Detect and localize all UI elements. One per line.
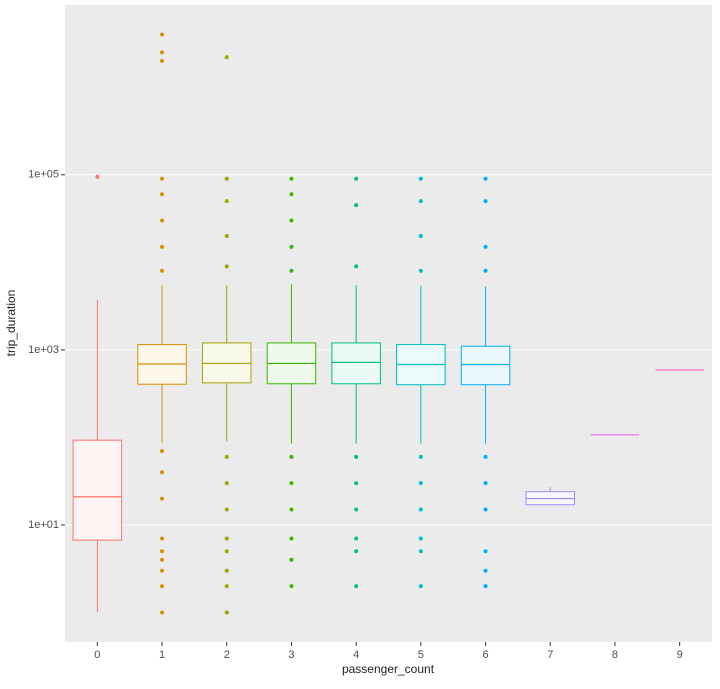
outlier bbox=[289, 192, 294, 197]
outlier bbox=[354, 264, 359, 269]
box-tint bbox=[461, 346, 510, 385]
x-tick-label: 6 bbox=[482, 649, 488, 661]
outlier bbox=[354, 454, 359, 459]
outlier bbox=[224, 610, 229, 615]
outlier bbox=[224, 568, 229, 573]
outlier bbox=[418, 454, 423, 459]
y-tick-label: 1e+05 bbox=[28, 169, 59, 181]
outlier bbox=[160, 192, 165, 197]
x-tick-label: 0 bbox=[94, 649, 100, 661]
outlier bbox=[160, 549, 165, 554]
outlier bbox=[160, 244, 165, 249]
outlier bbox=[160, 536, 165, 541]
outlier bbox=[160, 557, 165, 562]
x-tick-label: 8 bbox=[612, 649, 618, 661]
outlier bbox=[289, 557, 294, 562]
outlier bbox=[160, 584, 165, 589]
outlier bbox=[483, 507, 488, 512]
box bbox=[72, 439, 123, 541]
outlier bbox=[160, 448, 165, 453]
outlier bbox=[160, 568, 165, 573]
outlier bbox=[354, 549, 359, 554]
outlier bbox=[224, 176, 229, 181]
outlier bbox=[289, 584, 294, 589]
outlier bbox=[418, 233, 423, 238]
outlier bbox=[289, 507, 294, 512]
outlier bbox=[224, 199, 229, 204]
y-tick-label: 1e+03 bbox=[28, 344, 59, 356]
outlier bbox=[418, 176, 423, 181]
outlier bbox=[483, 268, 488, 273]
outlier bbox=[160, 218, 165, 223]
y-axis-title: trip_duration bbox=[4, 290, 18, 357]
outlier bbox=[224, 536, 229, 541]
outlier bbox=[224, 481, 229, 486]
outlier bbox=[160, 470, 165, 475]
outlier bbox=[483, 199, 488, 204]
box bbox=[331, 342, 381, 385]
outlier bbox=[483, 481, 488, 486]
outlier bbox=[418, 549, 423, 554]
outlier bbox=[224, 264, 229, 269]
x-tick-label: 9 bbox=[677, 649, 683, 661]
outlier bbox=[160, 50, 165, 55]
x-tick-label: 2 bbox=[224, 649, 230, 661]
box bbox=[460, 345, 511, 386]
outlier bbox=[160, 496, 165, 501]
x-tick-label: 7 bbox=[547, 649, 553, 661]
outlier bbox=[418, 584, 423, 589]
outlier bbox=[289, 176, 294, 181]
outlier bbox=[289, 244, 294, 249]
x-tick-label: 1 bbox=[159, 649, 165, 661]
outlier bbox=[224, 233, 229, 238]
outlier bbox=[289, 454, 294, 459]
outlier bbox=[354, 584, 359, 589]
panel bbox=[65, 5, 712, 642]
outlier bbox=[160, 610, 165, 615]
outlier bbox=[95, 174, 100, 179]
outlier bbox=[354, 507, 359, 512]
outlier bbox=[483, 568, 488, 573]
outlier bbox=[224, 55, 229, 60]
outlier bbox=[418, 268, 423, 273]
x-tick-label: 5 bbox=[418, 649, 424, 661]
x-tick-label: 3 bbox=[288, 649, 294, 661]
outlier bbox=[418, 507, 423, 512]
outlier bbox=[224, 507, 229, 512]
outlier bbox=[354, 176, 359, 181]
outlier bbox=[483, 244, 488, 249]
outlier bbox=[160, 58, 165, 63]
outlier bbox=[160, 176, 165, 181]
outlier bbox=[289, 536, 294, 541]
outlier bbox=[289, 268, 294, 273]
outlier bbox=[289, 481, 294, 486]
outlier bbox=[224, 584, 229, 589]
x-tick-label: 4 bbox=[353, 649, 359, 661]
outlier bbox=[483, 549, 488, 554]
outlier bbox=[289, 218, 294, 223]
outlier bbox=[418, 199, 423, 204]
x-axis-title: passenger_count bbox=[342, 662, 435, 676]
outlier bbox=[483, 584, 488, 589]
outlier bbox=[160, 268, 165, 273]
outlier bbox=[354, 203, 359, 208]
outlier bbox=[224, 454, 229, 459]
outlier bbox=[418, 536, 423, 541]
outlier bbox=[354, 481, 359, 486]
outlier bbox=[354, 536, 359, 541]
y-tick-label: 1e+01 bbox=[28, 519, 59, 531]
box-tint bbox=[73, 440, 122, 541]
outlier bbox=[418, 481, 423, 486]
outlier bbox=[483, 176, 488, 181]
outlier bbox=[224, 549, 229, 554]
outlier bbox=[160, 32, 165, 37]
outlier bbox=[483, 454, 488, 459]
box-tint bbox=[331, 342, 381, 384]
